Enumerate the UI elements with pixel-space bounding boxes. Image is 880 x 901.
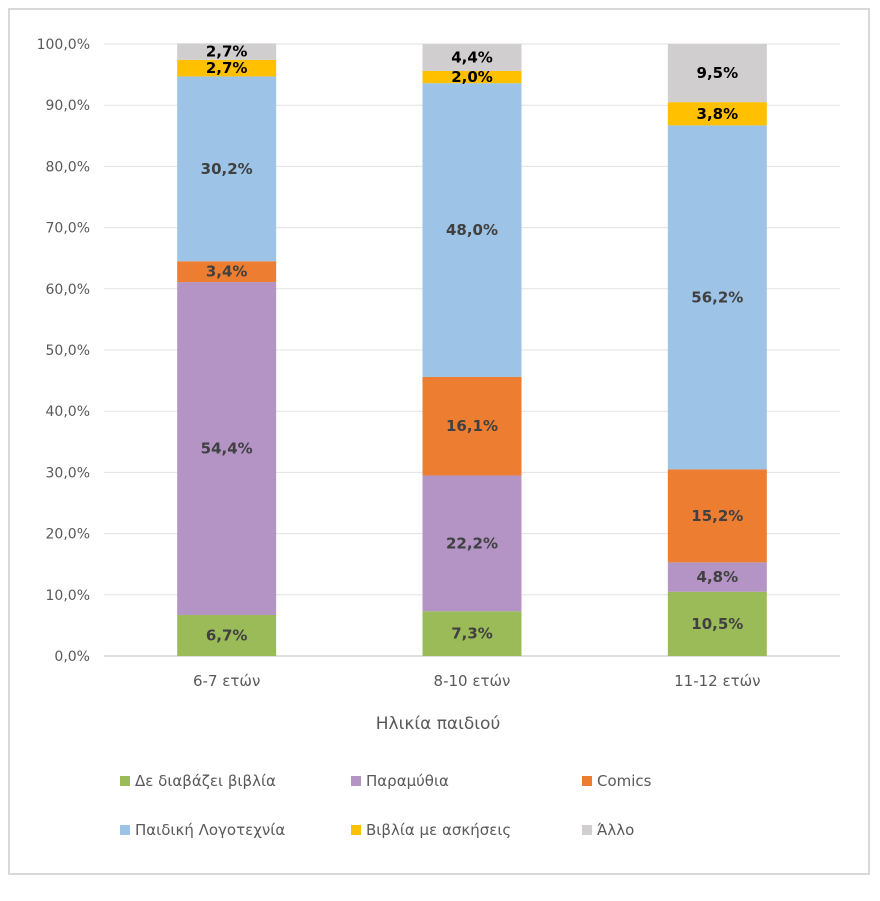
legend-item: Άλλο [582, 821, 634, 839]
bar-stack: 6,7% 54,4% 3,4% 30,2% 2,7%2,7% [177, 43, 277, 656]
y-tick-label: 40,0% [46, 404, 90, 420]
data-label: 2,7% [206, 43, 248, 61]
legend-swatch [120, 776, 130, 786]
y-tick-label: 100,0% [37, 37, 90, 53]
x-axis-category-labels: 6-7 ετών 8-10 ετών 11-12 ετών [193, 672, 761, 690]
data-label: 2,0% [451, 68, 493, 86]
y-tick-label: 10,0% [46, 588, 90, 604]
x-axis-title: Ηλικία παιδιού [376, 714, 501, 734]
legend-label: Δε διαβάζει βιβλία [135, 772, 276, 790]
legend-item: Βιβλία με ασκήσεις [351, 821, 511, 839]
bar-segment [422, 611, 522, 656]
bar-segment [667, 125, 767, 470]
data-label: 9,5% [697, 64, 739, 82]
bar-stack: 7,3% 22,2% 16,1% 48,0% 2,0% 4,4% [422, 44, 522, 656]
legend-item: Δε διαβάζει βιβλία [120, 772, 276, 790]
data-label: 15,2% [691, 507, 743, 525]
data-label: 48,0% [446, 221, 498, 239]
legend-item: Comics [582, 772, 652, 790]
bars: 6,7% 54,4% 3,4% 30,2% 2,7%2,7% 7,3% 22,2% 16,1%… [177, 43, 767, 656]
data-label: 7,3% [451, 625, 493, 643]
legend-item: Παιδική Λογοτεχνία [120, 821, 285, 839]
data-label: 22,2% [446, 534, 498, 552]
legend-swatch [582, 825, 592, 835]
y-tick-label: 90,0% [46, 98, 90, 114]
x-tick-label: 11-12 ετών [674, 672, 760, 690]
bar-segment [177, 261, 277, 283]
data-label: 3,4% [206, 263, 248, 281]
data-label: 2,7% [206, 59, 248, 77]
legend-label: Άλλο [597, 821, 634, 839]
y-tick-label: 30,0% [46, 465, 90, 481]
bar-segment [422, 376, 522, 476]
x-tick-label: 8-10 ετών [434, 672, 511, 690]
data-label: 56,2% [691, 288, 743, 306]
bar-segment [667, 44, 767, 103]
y-tick-label: 50,0% [46, 343, 90, 359]
bar-segment [422, 475, 522, 612]
x-tick-label: 6-7 ετών [193, 672, 260, 690]
bar-segment [177, 282, 277, 615]
legend-swatch [582, 776, 592, 786]
legend: Δε διαβάζει βιβλία Παραμύθια Comics Παιδική… [120, 772, 652, 839]
bar-segment [177, 59, 277, 77]
bar-segment [422, 83, 522, 377]
y-tick-label: 20,0% [46, 527, 90, 543]
y-tick-label: 70,0% [46, 221, 90, 237]
data-label: 4,8% [697, 568, 739, 586]
bar-segment [177, 76, 277, 262]
bar-segment [177, 43, 277, 60]
bar-segment [667, 102, 767, 126]
legend-label: Comics [597, 772, 652, 790]
bar-segment [177, 614, 277, 656]
bar-segment [667, 562, 767, 592]
legend-swatch [351, 825, 361, 835]
data-label: 4,4% [451, 48, 493, 66]
bar-stack: 10,5% 4,8% 15,2% 56,2% 3,8% 9,5% [667, 44, 767, 656]
legend-swatch [351, 776, 361, 786]
data-label: 3,8% [697, 105, 739, 123]
bar-segment [422, 44, 522, 71]
bar-segment [667, 469, 767, 563]
data-label: 30,2% [201, 160, 253, 178]
y-tick-label: 0,0% [54, 649, 90, 665]
bar-segment [667, 591, 767, 656]
legend-item: Παραμύθια [351, 772, 449, 790]
data-label: 54,4% [201, 440, 253, 458]
bar-segment [422, 70, 522, 84]
legend-swatch [120, 825, 130, 835]
legend-label: Βιβλία με ασκήσεις [366, 821, 511, 839]
data-label: 16,1% [446, 417, 498, 435]
legend-label: Παραμύθια [366, 772, 449, 790]
data-label: 10,5% [691, 615, 743, 633]
y-tick-label: 60,0% [46, 282, 90, 298]
data-label: 6,7% [206, 626, 248, 644]
legend-label: Παιδική Λογοτεχνία [135, 821, 285, 839]
y-tick-label: 80,0% [46, 159, 90, 175]
y-axis-tick-labels: 0,0% 10,0% 20,0% 30,0% 40,0% 50,0% 60,0% 70,0% 8… [37, 37, 90, 665]
